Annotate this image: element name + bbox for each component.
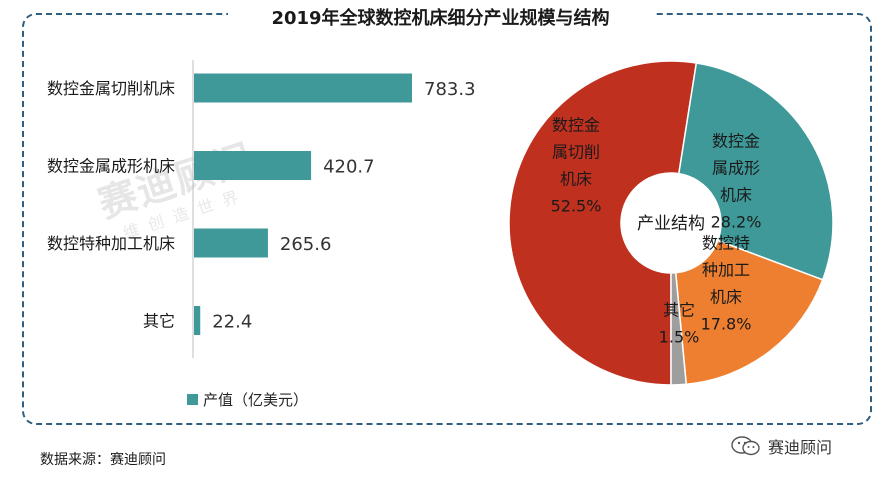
- legend-label: 产值（亿美元）: [203, 391, 309, 409]
- donut-center-label: 产业结构: [637, 214, 705, 234]
- bar: [194, 73, 412, 103]
- slice-label: 其它 1.5%: [659, 301, 700, 347]
- value-label: 265.6: [280, 234, 332, 255]
- category-label: 数控金属成形机床: [47, 157, 175, 176]
- legend-swatch: [187, 394, 198, 405]
- category-label: 其它: [143, 312, 175, 331]
- title-mask: [228, 0, 653, 34]
- donut-slice: [674, 239, 824, 386]
- category-label: 数控特种加工机床: [47, 234, 175, 253]
- category-label: 数控金属切削机床: [47, 79, 175, 98]
- bar: [194, 306, 201, 335]
- chart-title: 2019年全球数控机床细分产业规模与结构: [271, 8, 610, 29]
- bar: [194, 151, 312, 180]
- donut-slice: [670, 271, 688, 386]
- brand: 赛迪顾问: [730, 434, 832, 458]
- donut-slice: [677, 62, 834, 281]
- slice-label: 数控特种加工机床 17.8%: [701, 234, 752, 334]
- value-label: 783.3: [424, 79, 476, 100]
- data-source: 数据来源：赛迪顾问: [40, 452, 166, 468]
- slice-label: 数控金属成形机床 28.2%: [711, 132, 762, 232]
- donut-slice: [508, 60, 698, 386]
- value-label: 22.4: [212, 312, 252, 333]
- brand-name: 赛迪顾问: [768, 438, 833, 457]
- wechat-icon: [731, 436, 760, 456]
- legend: 产值（亿美元）: [187, 389, 308, 410]
- slice-label: 数控金属切削机床 52.5%: [551, 116, 602, 216]
- bar: [194, 228, 268, 258]
- value-label: 420.7: [323, 157, 375, 178]
